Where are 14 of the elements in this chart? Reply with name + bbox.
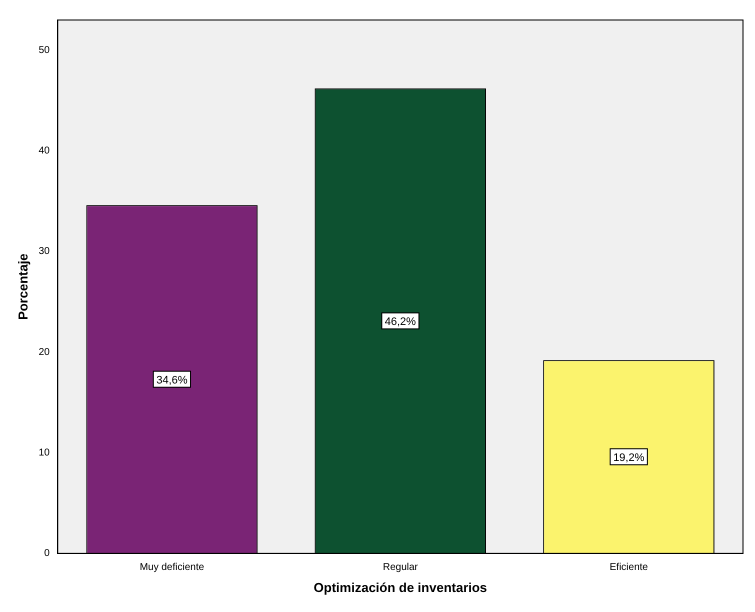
y-tick-label: 10 bbox=[38, 448, 50, 459]
y-tick-label: 40 bbox=[38, 146, 50, 157]
x-tick-label: Muy deficiente bbox=[140, 562, 205, 574]
y-axis-title: Porcentaje bbox=[15, 253, 30, 320]
y-tick-label: 50 bbox=[38, 44, 50, 56]
x-tick-label: Regular bbox=[382, 562, 419, 574]
data-label: 19,2% bbox=[613, 452, 645, 464]
x-axis-title: Optimización de inventarios bbox=[314, 580, 488, 595]
y-tick-label: 0 bbox=[44, 548, 50, 560]
x-tick-label: Eficiente bbox=[610, 562, 648, 574]
y-tick-label: 30 bbox=[38, 246, 50, 258]
data-label: 46,2% bbox=[384, 316, 416, 328]
y-tick-label: 20 bbox=[38, 346, 50, 358]
data-label: 34,6% bbox=[156, 374, 188, 386]
